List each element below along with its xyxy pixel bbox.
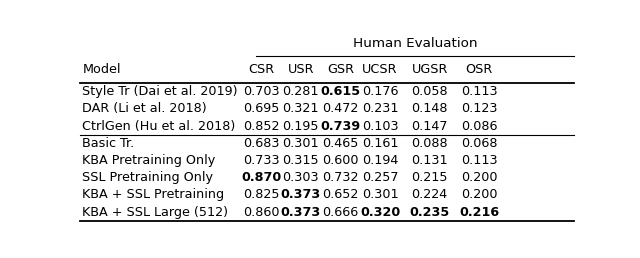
Text: CSR: CSR xyxy=(248,63,274,76)
Text: 0.281: 0.281 xyxy=(282,85,319,98)
Text: 0.373: 0.373 xyxy=(280,206,321,219)
Text: Style Tr (Dai et al. 2019): Style Tr (Dai et al. 2019) xyxy=(83,85,238,98)
Text: 0.131: 0.131 xyxy=(412,154,448,167)
Text: OSR: OSR xyxy=(466,63,493,76)
Text: Model: Model xyxy=(83,63,121,76)
Text: KBA Pretraining Only: KBA Pretraining Only xyxy=(83,154,216,167)
Text: 0.373: 0.373 xyxy=(280,188,321,201)
Text: 0.703: 0.703 xyxy=(243,85,279,98)
Text: UCSR: UCSR xyxy=(362,63,398,76)
Text: 0.113: 0.113 xyxy=(461,154,497,167)
Text: 0.200: 0.200 xyxy=(461,171,497,184)
Text: USR: USR xyxy=(287,63,314,76)
Text: KBA + SSL Pretraining: KBA + SSL Pretraining xyxy=(83,188,225,201)
Text: 0.103: 0.103 xyxy=(362,120,398,133)
Text: UGSR: UGSR xyxy=(412,63,448,76)
Text: 0.315: 0.315 xyxy=(282,154,319,167)
Text: 0.235: 0.235 xyxy=(410,206,450,219)
Text: 0.733: 0.733 xyxy=(243,154,279,167)
Text: SSL Pretraining Only: SSL Pretraining Only xyxy=(83,171,214,184)
Text: 0.321: 0.321 xyxy=(282,102,319,115)
Text: 0.600: 0.600 xyxy=(322,154,358,167)
Text: 0.058: 0.058 xyxy=(412,85,448,98)
Text: 0.465: 0.465 xyxy=(322,136,358,150)
Text: 0.852: 0.852 xyxy=(243,120,279,133)
Text: CtrlGen (Hu et al. 2018): CtrlGen (Hu et al. 2018) xyxy=(83,120,236,133)
Text: 0.195: 0.195 xyxy=(282,120,319,133)
Text: 0.825: 0.825 xyxy=(243,188,279,201)
Text: 0.615: 0.615 xyxy=(321,85,360,98)
Text: 0.666: 0.666 xyxy=(323,206,358,219)
Text: 0.303: 0.303 xyxy=(282,171,319,184)
Text: 0.860: 0.860 xyxy=(243,206,279,219)
Text: 0.652: 0.652 xyxy=(322,188,358,201)
Text: KBA + SSL Large (512): KBA + SSL Large (512) xyxy=(83,206,228,219)
Text: 0.732: 0.732 xyxy=(322,171,358,184)
Text: 0.161: 0.161 xyxy=(362,136,398,150)
Text: DAR (Li et al. 2018): DAR (Li et al. 2018) xyxy=(83,102,207,115)
Text: 0.231: 0.231 xyxy=(362,102,398,115)
Text: 0.683: 0.683 xyxy=(243,136,279,150)
Text: 0.176: 0.176 xyxy=(362,85,398,98)
Text: 0.147: 0.147 xyxy=(412,120,448,133)
Text: 0.216: 0.216 xyxy=(460,206,499,219)
Text: 0.695: 0.695 xyxy=(243,102,279,115)
Text: 0.200: 0.200 xyxy=(461,188,497,201)
Text: 0.301: 0.301 xyxy=(282,136,319,150)
Text: 0.148: 0.148 xyxy=(412,102,448,115)
Text: 0.257: 0.257 xyxy=(362,171,398,184)
Text: 0.113: 0.113 xyxy=(461,85,497,98)
Text: Basic Tr.: Basic Tr. xyxy=(83,136,135,150)
Text: 0.088: 0.088 xyxy=(412,136,448,150)
Text: 0.320: 0.320 xyxy=(360,206,400,219)
Text: 0.301: 0.301 xyxy=(362,188,398,201)
Text: 0.068: 0.068 xyxy=(461,136,497,150)
Text: 0.215: 0.215 xyxy=(412,171,448,184)
Text: 0.086: 0.086 xyxy=(461,120,497,133)
Text: 0.472: 0.472 xyxy=(322,102,358,115)
Text: 0.870: 0.870 xyxy=(241,171,281,184)
Text: GSR: GSR xyxy=(327,63,354,76)
Text: 0.739: 0.739 xyxy=(320,120,360,133)
Text: Human Evaluation: Human Evaluation xyxy=(353,37,477,50)
Text: 0.123: 0.123 xyxy=(461,102,497,115)
Text: 0.224: 0.224 xyxy=(412,188,448,201)
Text: 0.194: 0.194 xyxy=(362,154,398,167)
